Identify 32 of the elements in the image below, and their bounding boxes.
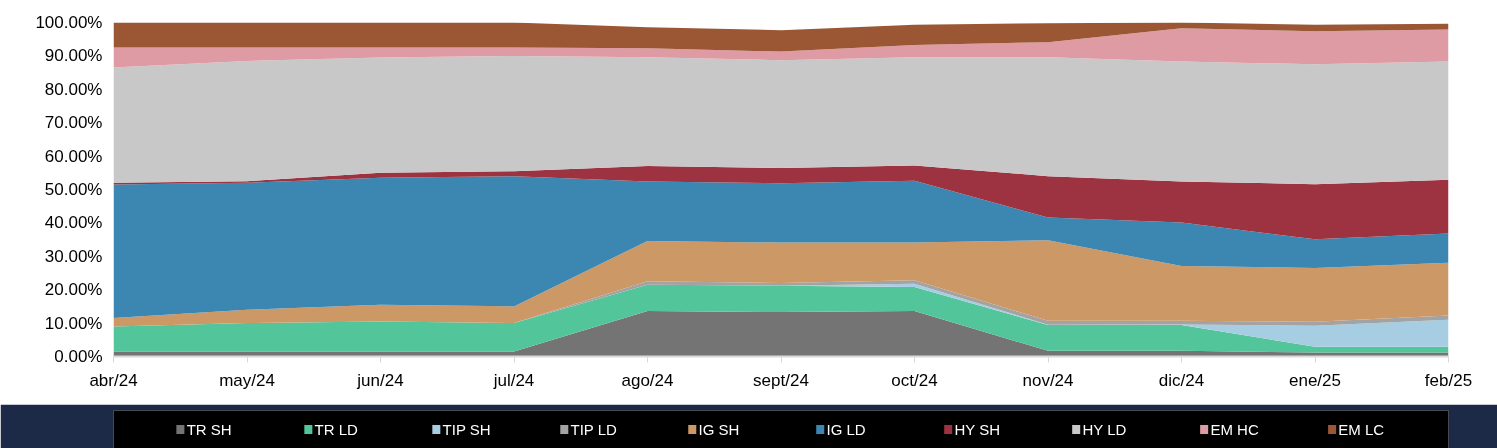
- x-tick-label: jul/24: [492, 370, 535, 390]
- y-tick-label: 50.00%: [44, 180, 103, 199]
- x-tick-label: ene/25: [1289, 370, 1341, 390]
- x-tick-label: feb/25: [1424, 370, 1473, 390]
- legend-label: IG SH: [698, 421, 740, 438]
- x-tick-label: abr/24: [89, 370, 138, 390]
- x-tick-label: nov/24: [1022, 370, 1074, 390]
- y-tick-label: 60.00%: [44, 146, 103, 166]
- y-tick-label: 0.00%: [54, 347, 103, 366]
- y-tick-label: 10.00%: [44, 313, 103, 333]
- x-tick-label: dic/24: [1158, 370, 1205, 390]
- legend-label: TR LD: [314, 421, 359, 438]
- y-tick-label: 40.00%: [44, 213, 103, 233]
- y-tick-label: 70.00%: [44, 113, 103, 133]
- legend-label: IG LD: [826, 421, 866, 438]
- x-tick-label: oct/24: [891, 370, 938, 390]
- x-tick-label: may/24: [219, 370, 275, 390]
- y-tick-label: 20.00%: [44, 280, 103, 300]
- legend-label: TR SH: [186, 421, 232, 438]
- x-tick-label: sept/24: [753, 370, 809, 390]
- legend-label: HY SH: [954, 421, 1001, 438]
- legend-label: TIP LD: [570, 421, 618, 438]
- legend-label: TIP SH: [442, 421, 491, 438]
- legend-label: EM LC: [1338, 421, 1385, 438]
- x-tick-label: jun/24: [356, 370, 404, 390]
- y-tick-label: 100.00%: [35, 13, 103, 32]
- y-tick-label: 90.00%: [44, 46, 103, 66]
- x-tick-label: ago/24: [621, 370, 674, 390]
- y-tick-label: 30.00%: [44, 246, 103, 266]
- legend-label: HY LD: [1082, 421, 1127, 438]
- legend-label: EM HC: [1210, 421, 1259, 438]
- y-tick-label: 80.00%: [44, 79, 103, 99]
